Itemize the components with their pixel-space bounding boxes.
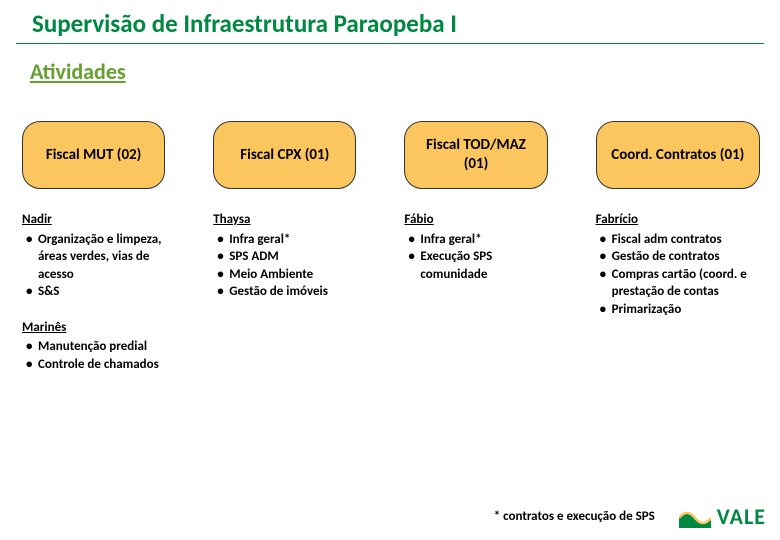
- person-marines: Marinês Manutenção predial Controle de c…: [22, 319, 165, 374]
- vale-logo-text: VALE: [717, 503, 766, 530]
- person-name: Fábio: [404, 211, 547, 229]
- person-fabricio: Fabrício Fiscal adm contratos Gestão de …: [596, 211, 760, 318]
- item: Organização e limpeza, áreas verdes, via…: [26, 231, 165, 284]
- item: Gestão de imóveis: [217, 283, 356, 301]
- pill-fiscal-todmaz: Fiscal TOD/MAZ (01): [404, 121, 547, 189]
- columns-container: Fiscal MUT (02) Nadir Organização e limp…: [0, 85, 780, 391]
- vale-logo: VALE: [679, 503, 766, 530]
- vale-logo-icon: [679, 506, 711, 528]
- item: Controle de chamados: [26, 356, 165, 374]
- item: Fiscal adm contratos: [600, 231, 760, 249]
- footer: * contratos e execução de SPS VALE: [494, 503, 766, 530]
- item: Primarização: [600, 301, 760, 319]
- item: Infra geral*: [217, 231, 356, 249]
- person-items: Manutenção predial Controle de chamados: [22, 338, 165, 373]
- footnote: * contratos e execução de SPS: [494, 509, 655, 524]
- item: Gestão de contratos: [600, 248, 760, 266]
- item: Manutenção predial: [26, 338, 165, 356]
- item: Meio Ambiente: [217, 266, 356, 284]
- person-items: Fiscal adm contratos Gestão de contratos…: [596, 231, 760, 319]
- page-title: Supervisão de Infraestrutura Paraopeba I: [16, 0, 764, 44]
- col-fiscal-todmaz: Fiscal TOD/MAZ (01) Fábio Infra geral* E…: [404, 121, 547, 391]
- pill-fiscal-mut: Fiscal MUT (02): [22, 121, 165, 189]
- person-items: Infra geral* SPS ADM Meio Ambiente Gestã…: [213, 231, 356, 301]
- item: SPS ADM: [217, 248, 356, 266]
- person-items: Infra geral* Execução SPS comunidade: [404, 231, 547, 284]
- person-nadir: Nadir Organização e limpeza, áreas verde…: [22, 211, 165, 301]
- col-fiscal-mut: Fiscal MUT (02) Nadir Organização e limp…: [22, 121, 165, 391]
- item: Execução SPS comunidade: [408, 248, 547, 283]
- person-name: Thaysa: [213, 211, 356, 229]
- person-name: Nadir: [22, 211, 165, 229]
- person-fabio: Fábio Infra geral* Execução SPS comunida…: [404, 211, 547, 283]
- col-fiscal-cpx: Fiscal CPX (01) Thaysa Infra geral* SPS …: [213, 121, 356, 391]
- person-name: Fabrício: [596, 211, 760, 229]
- pill-coord-contratos: Coord. Contratos (01): [596, 121, 760, 189]
- person-thaysa: Thaysa Infra geral* SPS ADM Meio Ambient…: [213, 211, 356, 301]
- person-items: Organização e limpeza, áreas verdes, via…: [22, 231, 165, 301]
- item: Infra geral*: [408, 231, 547, 249]
- item: Compras cartão (coord. e prestação de co…: [600, 266, 760, 301]
- person-name: Marinês: [22, 319, 165, 337]
- pill-fiscal-cpx: Fiscal CPX (01): [213, 121, 356, 189]
- section-subtitle: Atividades: [30, 58, 780, 85]
- col-coord-contratos: Coord. Contratos (01) Fabrício Fiscal ad…: [596, 121, 760, 391]
- item: S&S: [26, 283, 165, 301]
